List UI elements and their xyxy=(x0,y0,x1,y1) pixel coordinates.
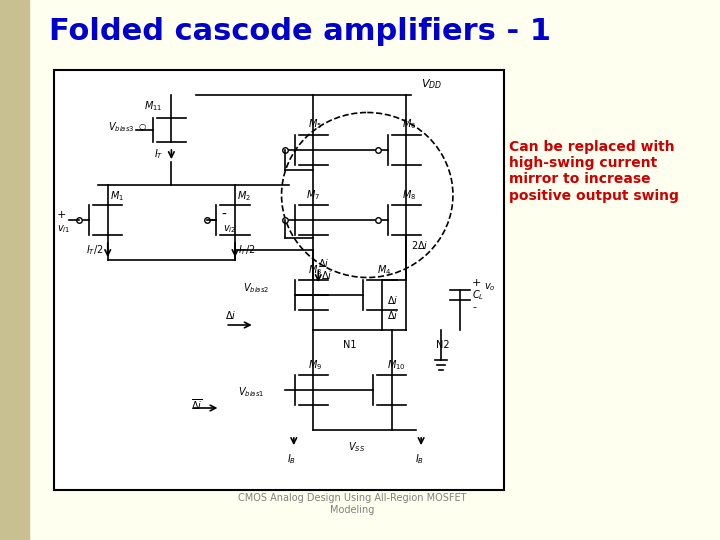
Text: ○: ○ xyxy=(138,123,145,132)
Text: $I_T$: $I_T$ xyxy=(154,147,163,161)
Text: $I_T/2$: $I_T/2$ xyxy=(238,243,256,257)
Text: CMOS Analog Design Using All-Region MOSFET
Modeling: CMOS Analog Design Using All-Region MOSF… xyxy=(238,494,467,515)
Text: N2: N2 xyxy=(436,340,449,350)
Text: $\Delta i$: $\Delta i$ xyxy=(225,309,237,321)
Text: $2\Delta i$: $2\Delta i$ xyxy=(411,239,429,251)
Text: $\Delta i$: $\Delta i$ xyxy=(387,294,398,306)
Text: $M_7$: $M_7$ xyxy=(305,188,320,202)
Text: $V_{bias2}$: $V_{bias2}$ xyxy=(243,281,269,295)
Text: $I_T/2$: $I_T/2$ xyxy=(86,243,104,257)
Text: $\Delta i$: $\Delta i$ xyxy=(321,269,333,281)
Text: $\overline{\Delta i}$: $\overline{\Delta i}$ xyxy=(191,397,202,413)
Text: Can be replaced with
high-swing current
mirror to increase
positive output swing: Can be replaced with high-swing current … xyxy=(509,140,679,202)
Text: $I_B$: $I_B$ xyxy=(287,452,297,466)
Text: $V_{DD}$: $V_{DD}$ xyxy=(421,77,442,91)
Bar xyxy=(0,0,30,540)
Bar xyxy=(54,70,505,490)
Text: $V_{bias1}$: $V_{bias1}$ xyxy=(238,385,264,399)
Text: $V_{SS}$: $V_{SS}$ xyxy=(348,440,365,454)
Text: $M_6$: $M_6$ xyxy=(402,117,416,131)
Text: $\Delta i$: $\Delta i$ xyxy=(318,257,330,269)
Text: $v_o$: $v_o$ xyxy=(484,281,495,293)
Text: -: - xyxy=(472,302,476,312)
Text: $M_{10}$: $M_{10}$ xyxy=(387,358,405,372)
Text: $M_5$: $M_5$ xyxy=(308,117,323,131)
Text: $M_8$: $M_8$ xyxy=(402,188,416,202)
Text: $v_{i2}$: $v_{i2}$ xyxy=(223,223,236,235)
Text: +: + xyxy=(57,210,66,220)
Text: Folded cascode amplifiers - 1: Folded cascode amplifiers - 1 xyxy=(49,17,551,46)
Text: $I_B$: $I_B$ xyxy=(415,452,423,466)
Text: $M_{11}$: $M_{11}$ xyxy=(144,99,162,113)
Text: N1: N1 xyxy=(343,340,356,350)
Text: $M_3$: $M_3$ xyxy=(308,263,323,277)
Text: $M_9$: $M_9$ xyxy=(308,358,323,372)
Text: +: + xyxy=(472,278,482,288)
Text: $M_4$: $M_4$ xyxy=(377,263,392,277)
Text: $v_{i1}$: $v_{i1}$ xyxy=(57,223,70,235)
Text: $M_2$: $M_2$ xyxy=(237,189,251,203)
Text: -: - xyxy=(221,208,226,222)
Text: $V_{bias3}$: $V_{bias3}$ xyxy=(108,120,134,134)
Text: $C_L$: $C_L$ xyxy=(472,288,485,302)
Text: $M_1$: $M_1$ xyxy=(109,189,124,203)
Text: $\Delta i$: $\Delta i$ xyxy=(387,309,398,321)
